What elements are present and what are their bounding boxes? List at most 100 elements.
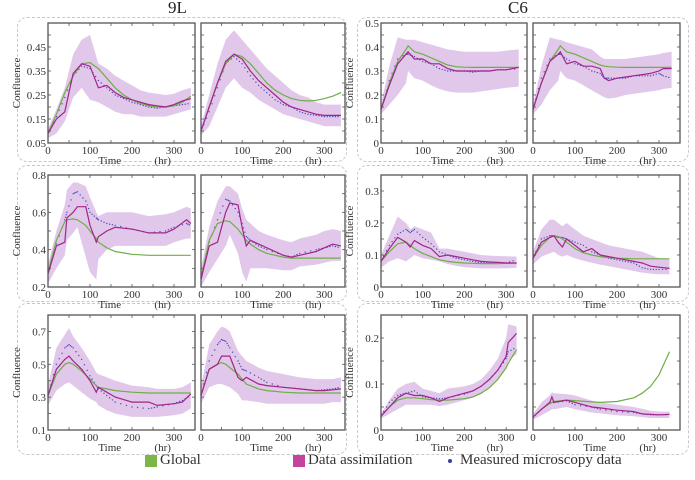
measured-point-9l-r3c2 xyxy=(253,374,256,376)
y-tick-label-9l-r1c1: 0.45 xyxy=(27,42,47,54)
measured-point-9l-r1c2 xyxy=(337,115,339,118)
y-tick-label-9l-r2c1: 0.4 xyxy=(32,245,46,257)
x-axis-label-9l-r2c2: Time xyxy=(250,299,273,311)
measured-point-9l-r3c1 xyxy=(120,403,122,405)
measured-point-9l-r2c1 xyxy=(65,214,67,216)
measured-point-9l-r1c2 xyxy=(257,84,260,87)
measured-point-c6-r1c2 xyxy=(647,75,649,77)
measured-point-9l-r3c1 xyxy=(100,390,102,392)
x-tick-label-c6-r1c2: 0 xyxy=(530,145,536,157)
measured-point-9l-r2c2 xyxy=(242,227,245,229)
measured-point-9l-r1c1 xyxy=(94,75,97,78)
measured-point-9l-r1c2 xyxy=(236,58,238,60)
measured-point-c6-r3c1 xyxy=(416,392,418,394)
measured-point-c6-r2c1 xyxy=(405,228,407,231)
measured-point-9l-r2c2 xyxy=(329,245,331,248)
measured-point-9l-r1c2 xyxy=(214,95,216,97)
x-tick-label-c6-r2c1: 0 xyxy=(378,289,384,301)
measured-point-9l-r3c2 xyxy=(220,338,223,341)
x-tick-label-9l-r2c1: 0 xyxy=(45,289,51,301)
y-tick-label-c6-r1c1: 0.5 xyxy=(365,18,379,30)
x-tick-label-c6-r3c2: 200 xyxy=(609,432,626,444)
measured-point-9l-r2c1 xyxy=(111,224,114,226)
x-tick-label-c6-r3c1: 200 xyxy=(456,432,473,444)
measured-point-c6-r3c2 xyxy=(571,402,573,405)
measured-point-9l-r1c1 xyxy=(106,87,108,89)
measured-point-9l-r3c2 xyxy=(214,349,216,351)
measured-point-c6-r1c2 xyxy=(600,74,603,76)
measured-point-c6-r2c1 xyxy=(406,229,409,232)
assim-line-c6-r2c1 xyxy=(380,236,517,264)
measured-point-c6-r2c1 xyxy=(474,261,477,263)
measured-point-9l-r3c2 xyxy=(241,368,243,370)
measured-point-9l-r2c1 xyxy=(68,205,70,207)
group-box-c6-row2 xyxy=(357,165,689,302)
measured-point-9l-r1c2 xyxy=(323,115,326,118)
x-tick-label-c6-r1c2: 200 xyxy=(609,145,626,157)
x-axis-label-c6-r1c2: Time xyxy=(583,155,606,167)
measured-point-9l-r2c2 xyxy=(318,248,320,250)
legend-item-measured: Measured microscopy data xyxy=(448,452,622,469)
measured-point-9l-r3c2 xyxy=(240,365,242,368)
x-tick-label-9l-r2c2: 0 xyxy=(198,289,204,301)
measured-point-9l-r3c2 xyxy=(205,371,208,374)
x-axis-label-9l-r1c2: Time xyxy=(250,155,273,167)
measured-point-c6-r2c1 xyxy=(435,248,438,250)
uncertainty-band-9l-r3c2 xyxy=(201,326,341,404)
measured-point-c6-r2c2 xyxy=(574,241,576,243)
measured-point-c6-r3c1 xyxy=(513,348,515,350)
x-tick-label-c6-r2c2: 0 xyxy=(530,289,536,301)
assim-line-9l-r3c1 xyxy=(47,355,192,407)
measured-point-9l-r3c2 xyxy=(334,387,337,390)
measured-point-9l-r1c1 xyxy=(66,89,69,91)
y-axis-label-9l-r1c1: Confluence xyxy=(11,58,23,109)
y-tick-label-c6-r2c1: 0.2 xyxy=(365,218,379,230)
y-tick-label-c6-r2c1: 0.3 xyxy=(365,186,379,198)
measured-point-c6-r1c2 xyxy=(624,77,627,79)
measured-point-c6-r3c2 xyxy=(610,410,613,412)
measured-point-9l-r3c2 xyxy=(218,342,220,344)
measured-point-9l-r1c1 xyxy=(80,65,83,67)
uncertainty-band-9l-r2c1 xyxy=(48,182,191,284)
measured-point-9l-r3c2 xyxy=(237,360,239,362)
measured-point-9l-r3c1 xyxy=(131,406,133,408)
measured-point-9l-r2c2 xyxy=(266,249,268,251)
measured-point-c6-r2c2 xyxy=(563,237,565,239)
measured-point-9l-r2c1 xyxy=(181,224,184,226)
y-tick-label-9l-r3c1: 0.3 xyxy=(32,392,46,404)
measured-point-9l-r1c2 xyxy=(285,104,287,107)
x-tick-label-c6-r1c1: 100 xyxy=(414,145,431,157)
x-tick-label-c6-r3c2: 300 xyxy=(651,432,668,444)
measured-point-9l-r1c2 xyxy=(246,71,249,73)
measured-point-9l-r2c1 xyxy=(188,224,191,226)
measured-point-c6-r1c1 xyxy=(449,70,452,72)
measured-point-c6-r2c2 xyxy=(621,260,624,262)
assim-line-9l-r2c2 xyxy=(200,202,342,280)
measured-point-9l-r3c1 xyxy=(89,375,91,377)
x-tick-label-c6-r1c1: 300 xyxy=(498,145,515,157)
measured-point-9l-r1c2 xyxy=(282,103,284,106)
measured-point-9l-r3c1 xyxy=(125,404,128,407)
x-tick-label-c6-r2c2: 200 xyxy=(609,289,626,301)
y-tick-label-9l-r3c1: 0.1 xyxy=(32,425,46,437)
measured-point-9l-r2c2 xyxy=(255,243,257,245)
measured-point-9l-r1c1 xyxy=(178,104,181,106)
measured-point-c6-r2c1 xyxy=(416,231,418,233)
measured-point-9l-r1c2 xyxy=(310,113,312,116)
x-tick-label-9l-r1c2: 100 xyxy=(234,145,251,157)
measured-point-c6-r3c1 xyxy=(388,401,390,404)
measured-point-9l-r3c2 xyxy=(238,363,241,365)
x-axis-label-9l-r3c2: Time xyxy=(250,442,273,454)
measured-point-9l-r1c2 xyxy=(329,115,331,118)
measured-point-c6-r2c2 xyxy=(564,237,566,240)
measured-point-c6-r2c1 xyxy=(460,258,463,260)
measured-point-c6-r2c2 xyxy=(624,260,627,263)
legend-item-assim: Data assimilation xyxy=(293,452,413,469)
measured-point-9l-r3c2 xyxy=(211,354,213,357)
measured-point-9l-r3c1 xyxy=(108,397,111,399)
measured-point-9l-r2c2 xyxy=(337,246,339,248)
measured-point-9l-r2c2 xyxy=(260,246,262,248)
measured-point-c6-r2c1 xyxy=(458,258,460,260)
plot-frame-c6-r3c1 xyxy=(380,314,528,431)
measured-point-c6-r2c1 xyxy=(508,261,511,263)
